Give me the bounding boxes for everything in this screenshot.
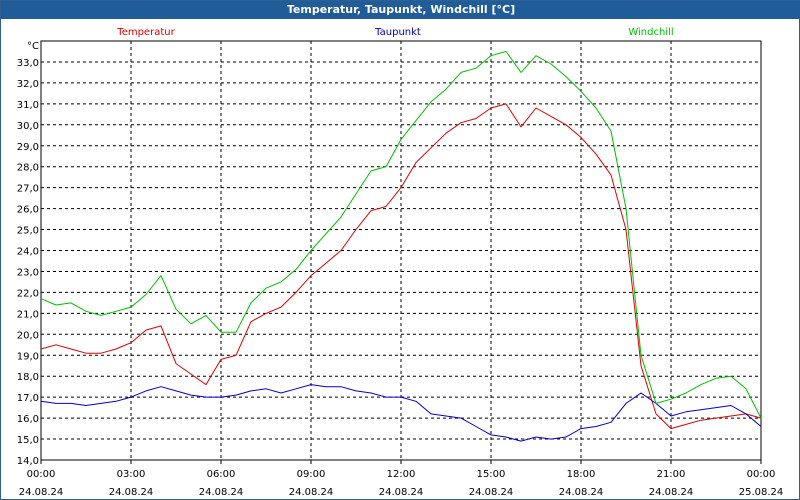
x-tick-time-label: 09:00 [297, 469, 326, 480]
y-tick-label: 18,0 [17, 372, 39, 383]
x-tick-time-label: 12:00 [387, 469, 416, 480]
y-axis-unit-label: °C [27, 41, 39, 52]
x-tick-date-label: 24.08.24 [559, 487, 604, 498]
series-line-taupunkt [40, 384, 762, 442]
x-tick-time-label: 03:00 [117, 469, 146, 480]
legend-entry-taupunkt: Taupunkt [374, 27, 421, 38]
x-tick-time-label: 00:00 [747, 469, 776, 480]
legend-entry-temperatur: Temperatur [116, 27, 175, 38]
y-tick-label: 16,0 [17, 414, 39, 425]
series-line-windchill [40, 51, 762, 419]
x-tick-time-label: 21:00 [657, 469, 686, 480]
y-tick-label: 20,0 [17, 330, 39, 341]
y-tick-label: 24,0 [17, 247, 39, 258]
y-tick-label: 29,0 [17, 142, 39, 153]
x-tick-date-label: 24.08.24 [289, 487, 334, 498]
y-tick-label: 33,0 [17, 58, 39, 69]
x-tick-date-label: 24.08.24 [199, 487, 244, 498]
y-tick-label: 15,0 [17, 435, 39, 446]
x-tick-time-label: 15:00 [477, 469, 506, 480]
x-tick-time-label: 06:00 [207, 469, 236, 480]
y-tick-label: 28,0 [17, 163, 39, 174]
series-line-temperatur [40, 103, 762, 430]
y-tick-label: 30,0 [17, 121, 39, 132]
x-tick-time-label: 18:00 [567, 469, 596, 480]
y-tick-label: 19,0 [17, 351, 39, 362]
y-tick-label: 32,0 [17, 79, 39, 90]
x-tick-date-label: 24.08.24 [649, 487, 694, 498]
y-tick-label: 25,0 [17, 226, 39, 237]
x-tick-date-label: 24.08.24 [379, 487, 424, 498]
y-tick-label: 26,0 [17, 205, 39, 216]
y-tick-label: 27,0 [17, 184, 39, 195]
y-tick-label: 22,0 [17, 288, 39, 299]
legend-entry-windchill: Windchill [628, 27, 673, 38]
window-title: Temperatur, Taupunkt, Windchill [°C] [1, 1, 800, 19]
x-tick-date-label: 25.08.24 [739, 487, 784, 498]
chart-canvas: 14,0 15,0 16,0 17,0 18,0 19,0 20,0 21,0 22,0 23,0… [17, 27, 784, 498]
x-tick-date-label: 24.08.24 [469, 487, 514, 498]
y-tick-label: 23,0 [17, 267, 39, 278]
y-tick-label: 14,0 [17, 456, 39, 467]
x-tick-date-label: 24.08.24 [109, 487, 154, 498]
x-tick-date-label: 24.08.24 [19, 487, 64, 498]
x-tick-time-label: 00:00 [27, 469, 56, 480]
y-tick-label: 31,0 [17, 100, 39, 111]
y-tick-label: 21,0 [17, 309, 39, 320]
y-tick-label: 17,0 [17, 393, 39, 404]
